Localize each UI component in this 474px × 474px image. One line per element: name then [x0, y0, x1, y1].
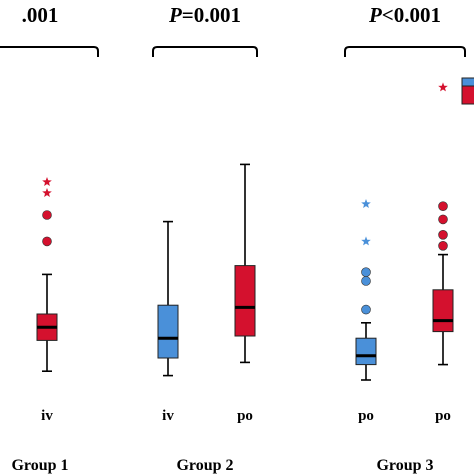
outlier-point [42, 210, 52, 220]
iqr-box [355, 337, 377, 366]
p-value: .001 [22, 3, 59, 27]
box-tick-labels: iv iv po po po [41, 408, 451, 424]
group-label-3: Group 3 [376, 457, 433, 474]
outlier-point [42, 236, 52, 247]
outlier-point [361, 267, 371, 278]
p-value-group-2: P=0.001 [168, 3, 241, 27]
tick-label: iv [41, 408, 53, 424]
outlier-point [438, 201, 448, 211]
p-value-group-1: .001 [22, 3, 59, 27]
p-value: <0.001 [382, 3, 441, 27]
extreme-outlier-star [361, 199, 371, 208]
tick-label: po [435, 408, 451, 424]
p-value-labels: .001 P=0.001 P<0.001 [22, 3, 441, 27]
extreme-outlier-star [438, 82, 448, 92]
bracket-group-3 [344, 46, 466, 57]
box-2-1 [157, 220, 179, 377]
outlier-point [438, 230, 448, 240]
iqr-box [432, 289, 454, 333]
group-labels: Group 1 Group 2 Group 3 [11, 457, 433, 474]
outlier-point [361, 304, 371, 315]
tick-label: iv [162, 408, 174, 424]
group-label-2: Group 2 [176, 457, 233, 474]
outlier-point [438, 214, 448, 225]
p-symbol: P [168, 3, 182, 27]
tick-label: po [237, 408, 253, 424]
p-symbol: P [368, 3, 382, 27]
significance-brackets [0, 46, 466, 57]
extreme-outlier-star [42, 188, 52, 197]
group-label-1: Group 1 [11, 457, 68, 474]
outlier-point [438, 241, 448, 251]
extreme-outlier-star [42, 177, 52, 186]
clipped-box-edge-iv [461, 77, 474, 87]
box-1-1 [36, 177, 58, 373]
tick-label: po [358, 408, 374, 424]
box-series [36, 77, 474, 381]
bracket-group-2 [152, 46, 258, 57]
box-3-1 [355, 199, 377, 381]
p-value: =0.001 [182, 3, 241, 27]
box-3-2 [432, 82, 454, 366]
iqr-box [234, 265, 256, 337]
box-2-2 [234, 163, 256, 364]
extreme-outlier-star [361, 236, 371, 246]
bracket-group-1 [0, 46, 99, 57]
p-value-group-3: P<0.001 [368, 3, 441, 27]
iqr-box [157, 304, 179, 359]
outlier-point [361, 276, 371, 286]
